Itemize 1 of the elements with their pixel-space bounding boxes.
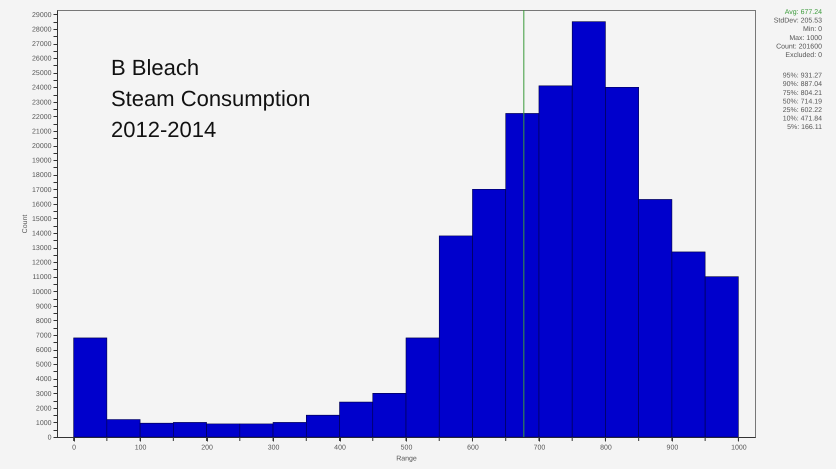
text: B Bleach Steam Consumption 2012-2014 — [111, 55, 310, 142]
